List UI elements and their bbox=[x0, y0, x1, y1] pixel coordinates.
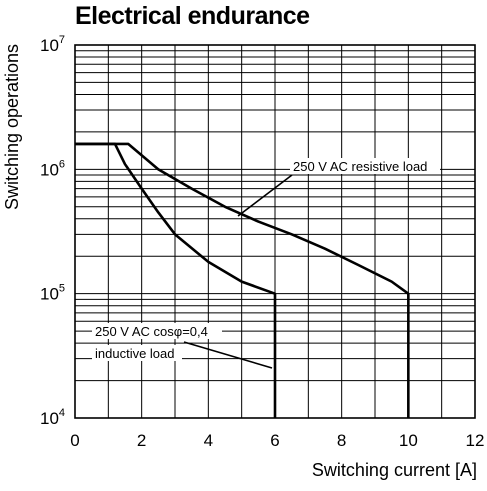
y-tick-label: 104 bbox=[40, 407, 65, 428]
inductive-label-background-1 bbox=[92, 323, 222, 339]
series-layer bbox=[75, 142, 410, 418]
chart-title: Electrical endurance bbox=[75, 2, 310, 30]
x-tick-label: 6 bbox=[270, 431, 279, 450]
x-tick-label: 8 bbox=[337, 431, 346, 450]
x-tick-label: 12 bbox=[466, 431, 485, 450]
inductive-leader-line bbox=[183, 341, 273, 369]
resistive-label-background bbox=[290, 158, 440, 174]
x-tick-label: 2 bbox=[137, 431, 146, 450]
inductive-load-label-line1: 250 V AC cosφ=0,4 bbox=[95, 324, 208, 339]
x-tick-label: 10 bbox=[399, 431, 418, 450]
y-axis-label: Switching operations bbox=[2, 44, 22, 210]
series-resistive-load bbox=[75, 142, 410, 418]
resistive-load-label: 250 V AC resistive load bbox=[293, 159, 427, 174]
x-axis-label: Switching current [A] bbox=[312, 460, 477, 480]
resistive-leader-line bbox=[237, 174, 293, 217]
y-tick-label: 106 bbox=[40, 158, 65, 179]
y-tick-label: 107 bbox=[40, 34, 65, 55]
plot-border bbox=[74, 44, 476, 419]
x-tick-label: 0 bbox=[70, 431, 79, 450]
inductive-load-label-line2: inductive load bbox=[95, 346, 175, 361]
x-tick-label: 4 bbox=[204, 431, 213, 450]
tick-labels: 0 2 4 6 8 10 12 104 105 106 107 bbox=[40, 34, 484, 450]
inductive-label-background-2 bbox=[92, 345, 182, 361]
y-tick-label: 105 bbox=[40, 283, 65, 304]
plot-frame bbox=[74, 44, 476, 419]
annotations: 250 V AC resistive load 250 V AC cosφ=0,… bbox=[92, 158, 440, 369]
series-inductive-load bbox=[75, 142, 277, 418]
